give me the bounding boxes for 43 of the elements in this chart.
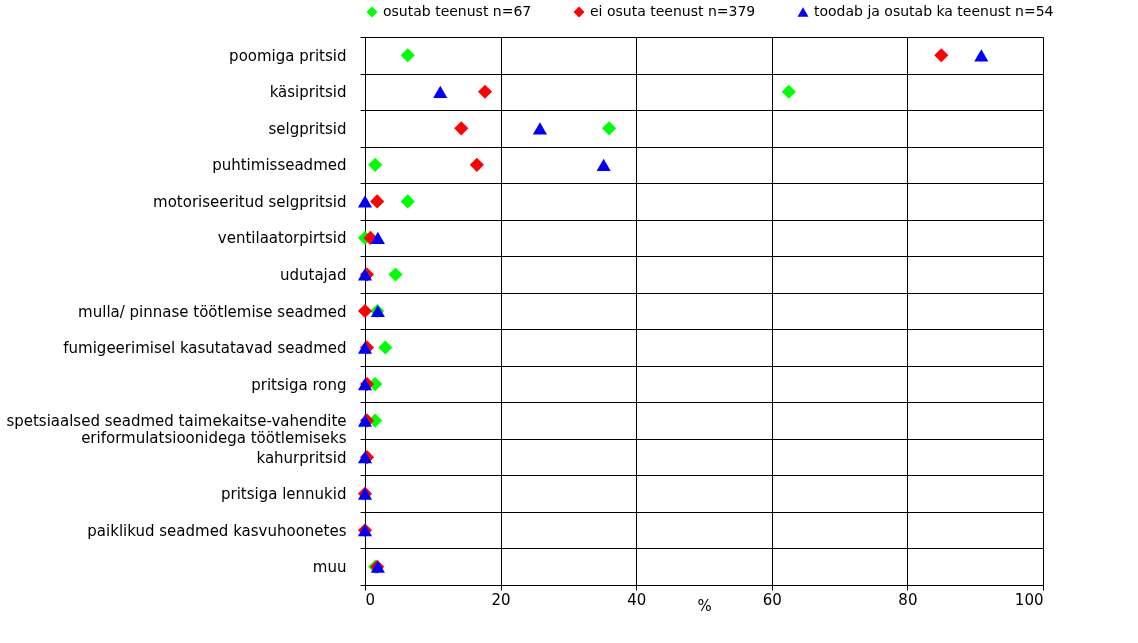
legend-label: ei osuta teenust n=379 bbox=[590, 3, 756, 19]
point bbox=[357, 303, 373, 319]
point bbox=[596, 158, 611, 171]
point bbox=[781, 84, 796, 99]
x-tick-label: 80 bbox=[898, 590, 918, 609]
y-tick-label: pritsiga lennukid bbox=[221, 485, 347, 504]
legend-label: toodab ja osutab ka teenust n=54 bbox=[814, 3, 1054, 19]
point bbox=[454, 121, 469, 136]
y-tick-label: poomiga pritsid bbox=[229, 46, 347, 65]
point bbox=[433, 85, 448, 98]
point bbox=[469, 157, 484, 172]
y-tick-label: fumigeerimisel kasutatavad seadmed bbox=[63, 339, 347, 358]
point bbox=[400, 48, 415, 63]
x-tick-label: 0 bbox=[365, 590, 376, 609]
point bbox=[532, 122, 547, 135]
y-tick-label: motoriseeritud selgpritsid bbox=[153, 192, 347, 211]
x-tick-label: 40 bbox=[627, 590, 647, 609]
x-tick-label: 60 bbox=[762, 590, 782, 609]
point bbox=[934, 48, 949, 63]
y-tick-label: muu bbox=[312, 558, 347, 577]
y-tick-label: puhtimisseadmed bbox=[212, 156, 347, 175]
point bbox=[388, 267, 403, 282]
y-tick-label: ventilaatorpirtsid bbox=[217, 229, 347, 248]
point bbox=[974, 49, 989, 62]
x-axis-title: % bbox=[697, 596, 712, 615]
point bbox=[357, 195, 373, 208]
y-tick-label: pritsiga rong bbox=[251, 375, 347, 394]
point bbox=[368, 157, 383, 172]
y-tick-label: selgpritsid bbox=[268, 119, 347, 138]
y-tick-label: käsipritsid bbox=[269, 83, 347, 102]
y-tick-label: paiklikud seadmed kasvuhoonetes bbox=[87, 521, 347, 540]
legend-label: osutab teenust n=67 bbox=[383, 3, 532, 19]
point bbox=[400, 194, 415, 209]
y-tick-label: udutajad bbox=[280, 265, 347, 284]
y-tick-label: mulla/ pinnase töötlemise seadmed bbox=[78, 302, 347, 321]
point bbox=[370, 194, 385, 209]
point bbox=[477, 84, 493, 99]
y-tick-label: kahurpritsid bbox=[256, 448, 347, 467]
x-tick-label: 100 bbox=[1014, 590, 1044, 609]
point bbox=[370, 231, 385, 245]
point bbox=[602, 121, 617, 136]
x-tick-label: 20 bbox=[491, 590, 511, 609]
point bbox=[378, 340, 393, 355]
